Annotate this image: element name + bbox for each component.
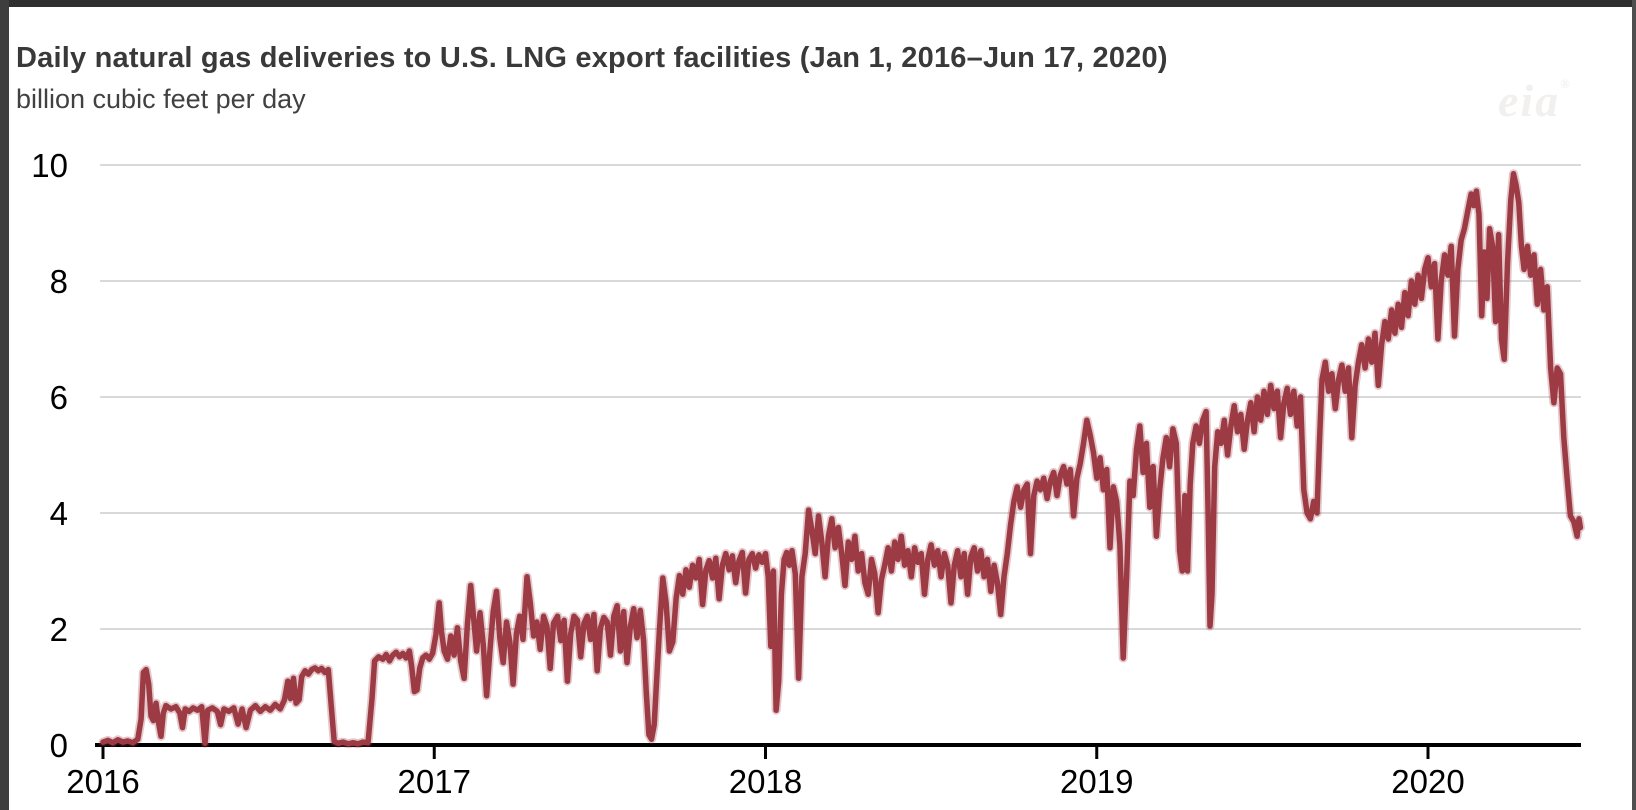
eia-watermark-text: eia [1498, 75, 1561, 126]
y-axis-tick-label: 6 [50, 379, 68, 416]
top-border [0, 0, 1636, 7]
x-axis-tick-label: 2019 [1060, 763, 1133, 800]
x-axis-tick-label: 2017 [398, 763, 471, 800]
y-axis-tick-label: 8 [50, 263, 68, 300]
y-axis-tick-label: 0 [50, 727, 68, 764]
data-line [100, 170, 1584, 747]
y-axis-tick-label: 2 [50, 611, 68, 648]
x-axis-tick-label: 2018 [729, 763, 802, 800]
y-axis-tick-label: 10 [31, 147, 68, 184]
eia-watermark-registered-mark: ® [1560, 76, 1572, 91]
eia-watermark: eia® [1498, 74, 1572, 127]
right-border [1632, 0, 1636, 810]
y-axis-unit-label: billion cubic feet per day [16, 84, 306, 114]
data-line-halo [98, 169, 1585, 749]
chart-header: Daily natural gas deliveries to U.S. LNG… [16, 42, 1168, 115]
x-axis-tick-label: 2016 [66, 763, 139, 800]
left-border [0, 0, 9, 810]
x-axis-tick-label: 2020 [1391, 763, 1464, 800]
y-axis-tick-label: 4 [50, 495, 68, 532]
page-title: Daily natural gas deliveries to U.S. LNG… [16, 42, 1168, 74]
